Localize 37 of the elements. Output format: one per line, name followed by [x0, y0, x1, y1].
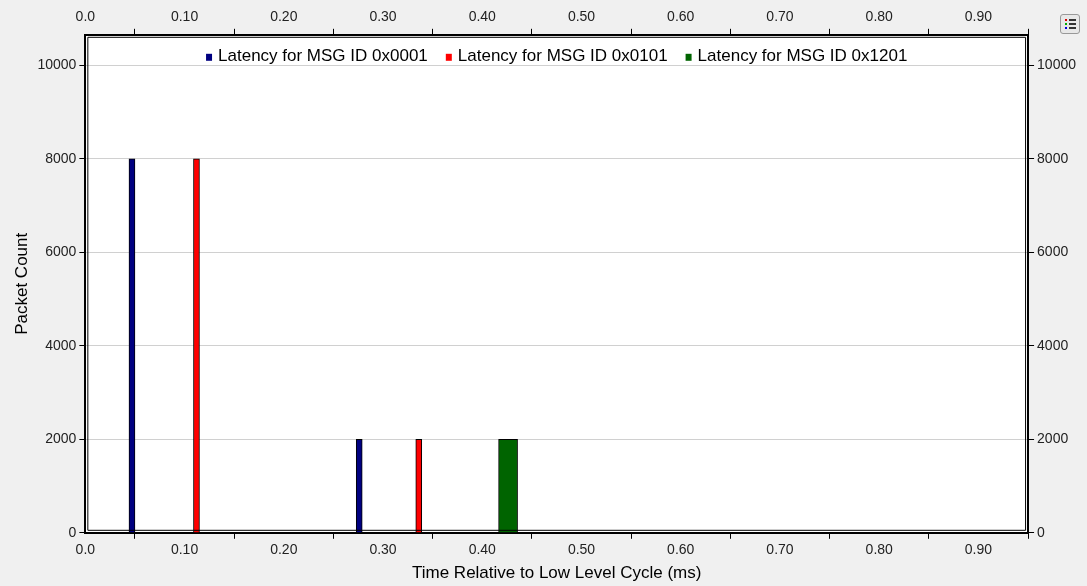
y-tick-label: 0 [68, 523, 77, 540]
x2-tick-label: 0.80 [865, 8, 894, 25]
y-axis-title: Packet Count [11, 232, 31, 335]
y2-tick-label: 4000 [1037, 336, 1069, 353]
x2-tick-label: 0.90 [964, 8, 993, 25]
x-tick-label: 0.10 [170, 541, 199, 558]
y2-tick-label: 10000 [1037, 56, 1077, 73]
x-axis-title: Time Relative to Low Level Cycle (ms) [412, 563, 702, 583]
y-tick-label: 10000 [37, 56, 77, 73]
x-tick-label: 0.90 [964, 541, 993, 558]
x-tick-label: 0.40 [468, 541, 497, 558]
x-tick-label: 0.0 [75, 541, 96, 558]
x2-tick-label: 0.70 [766, 8, 794, 25]
y-tick-label: 6000 [45, 243, 77, 260]
x2-tick-label: 0.50 [567, 8, 596, 25]
y2-tick-label: 6000 [1037, 243, 1069, 260]
x2-tick-label: 0.60 [667, 8, 695, 25]
x2-tick-label: 0.10 [170, 8, 199, 25]
y2-tick-label: 2000 [1037, 430, 1069, 447]
legend-label: Latency for MSG ID 0x0001 [218, 46, 428, 66]
x-tick-label: 0.70 [766, 541, 794, 558]
y2-tick-label: 0 [1037, 523, 1046, 540]
y-tick-label: 4000 [45, 336, 77, 353]
x-tick-label: 0.20 [270, 541, 298, 558]
legend-label: Latency for MSG ID 0x0101 [457, 46, 668, 66]
y-tick-label: 8000 [45, 149, 77, 166]
x2-tick-label: 0.0 [75, 8, 96, 25]
legend-label: Latency for MSG ID 0x1201 [697, 46, 908, 66]
x2-tick-label: 0.30 [369, 8, 397, 25]
x-tick-label: 0.50 [567, 541, 596, 558]
y-tick-label: 2000 [45, 430, 77, 447]
x-tick-label: 0.30 [369, 541, 397, 558]
x-tick-label: 0.60 [667, 541, 695, 558]
x-tick-label: 0.80 [865, 541, 894, 558]
y2-tick-label: 8000 [1037, 149, 1069, 166]
x2-tick-label: 0.20 [270, 8, 298, 25]
x2-tick-label: 0.40 [468, 8, 497, 25]
